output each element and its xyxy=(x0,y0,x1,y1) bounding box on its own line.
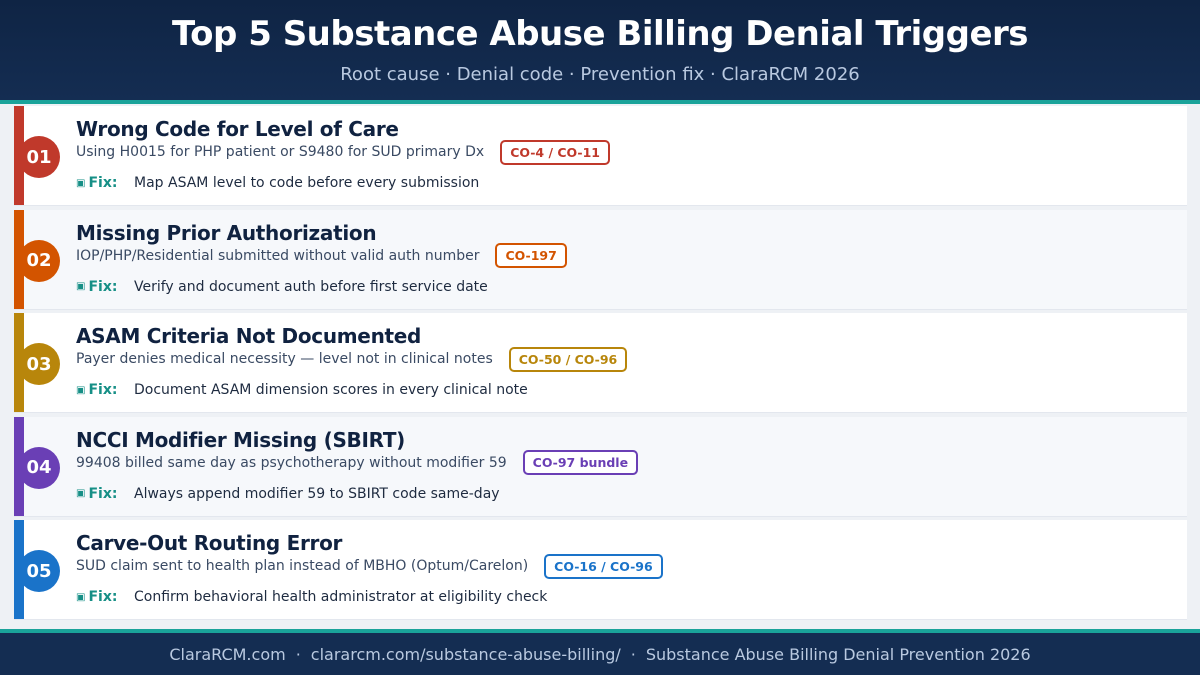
rank-badge: 03 xyxy=(18,343,60,385)
rank-badge: 02 xyxy=(18,239,60,282)
rank-badge: 04 xyxy=(18,446,60,489)
rank-badge: 05 xyxy=(18,550,60,592)
trigger-description: IOP/PHP/Residential submitted without va… xyxy=(76,247,480,264)
footer-caption: Substance Abuse Billing Denial Preventio… xyxy=(645,644,1031,664)
trigger-title: Carve-Out Routing Error xyxy=(76,531,343,555)
trigger-description: Payer denies medical necessity — level n… xyxy=(76,351,493,367)
footer-bar: ClaraRCM.com · clararcm.com/substance-ab… xyxy=(0,633,1200,675)
denial-code-badge: CO-197 xyxy=(495,243,567,268)
fix-text: Verify and document auth before first se… xyxy=(134,278,488,295)
wrench-icon: ▣ xyxy=(76,384,86,396)
wrench-icon: ▣ xyxy=(76,177,86,189)
page-title: Top 5 Substance Abuse Billing Denial Tri… xyxy=(171,14,1029,54)
denial-trigger-row: 05 Carve-Out Routing Error SUD claim sen… xyxy=(14,520,1187,620)
footer-brand: ClaraRCM.com xyxy=(169,644,286,664)
trigger-description: Using H0015 for PHP patient or S9480 for… xyxy=(76,144,485,160)
fix-label: Fix: xyxy=(88,175,118,191)
trigger-title: Wrong Code for Level of Care xyxy=(76,117,399,141)
trigger-title: NCCI Modifier Missing (SBIRT) xyxy=(76,427,406,452)
denial-trigger-list: 01 Wrong Code for Level of Care Using H0… xyxy=(14,106,1187,624)
fix-label: Fix: xyxy=(88,382,118,398)
wrench-icon: ▣ xyxy=(76,591,86,603)
denial-trigger-row: 03 ASAM Criteria Not Documented Payer de… xyxy=(14,313,1187,413)
denial-code-badge: CO-16 / CO-96 xyxy=(544,553,663,579)
fix-text: Confirm behavioral health administrator … xyxy=(134,589,548,605)
denial-trigger-row: 02 Missing Prior Authorization IOP/PHP/R… xyxy=(14,209,1187,310)
trigger-description: 99408 billed same day as psychotherapy w… xyxy=(76,454,507,471)
header-banner: Top 5 Substance Abuse Billing Denial Tri… xyxy=(0,0,1200,100)
trigger-description: SUD claim sent to health plan instead of… xyxy=(76,558,529,574)
rank-badge: 01 xyxy=(18,136,60,178)
denial-code-badge: CO-4 / CO-11 xyxy=(500,139,610,165)
page-subtitle: Root cause · Denial code · Prevention fi… xyxy=(340,64,860,85)
footer-url: clararcm.com/substance-abuse-billing/ xyxy=(310,644,621,664)
fix-text: Document ASAM dimension scores in every … xyxy=(134,382,528,398)
wrench-icon: ▣ xyxy=(76,488,86,499)
trigger-title: Missing Prior Authorization xyxy=(76,220,377,245)
fix-label: Fix: xyxy=(88,485,118,502)
fix-text: Map ASAM level to code before every subm… xyxy=(134,175,480,191)
wrench-icon: ▣ xyxy=(76,281,86,292)
denial-code-badge: CO-97 bundle xyxy=(522,450,639,475)
footer-separator: · xyxy=(630,644,636,664)
trigger-title: ASAM Criteria Not Documented xyxy=(76,324,422,348)
fix-label: Fix: xyxy=(88,278,118,295)
footer-divider xyxy=(0,629,1200,633)
denial-trigger-row: 04 NCCI Modifier Missing (SBIRT) 99408 b… xyxy=(14,416,1187,517)
footer-separator: · xyxy=(295,644,301,664)
header-divider xyxy=(0,100,1200,104)
fix-label: Fix: xyxy=(88,589,118,605)
fix-text: Always append modifier 59 to SBIRT code … xyxy=(134,485,500,502)
denial-trigger-row: 01 Wrong Code for Level of Care Using H0… xyxy=(14,106,1187,206)
denial-code-badge: CO-50 / CO-96 xyxy=(508,346,628,372)
